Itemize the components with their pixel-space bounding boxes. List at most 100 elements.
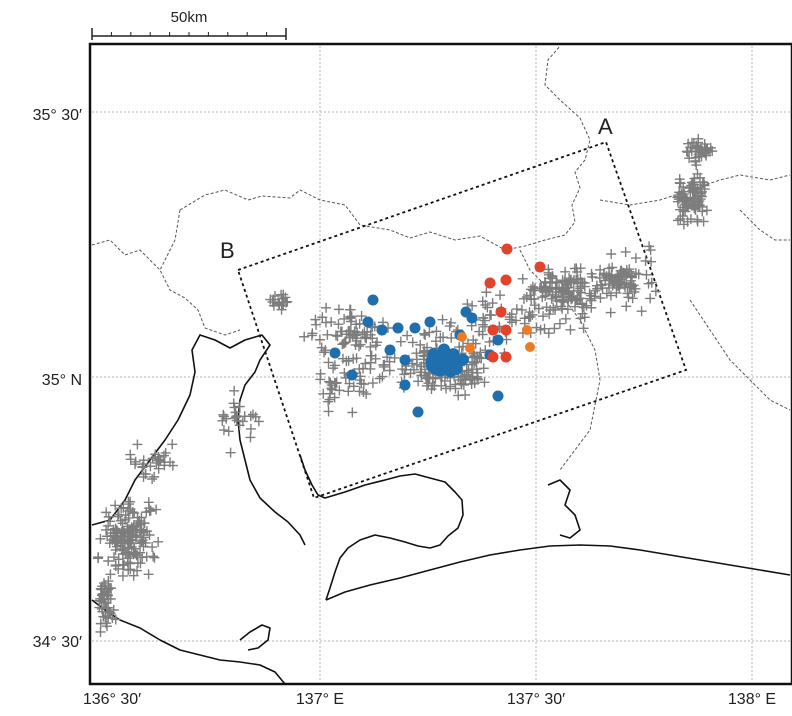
cross-marker xyxy=(696,191,707,202)
cross-marker xyxy=(644,241,655,252)
cross-marker xyxy=(138,527,149,538)
cross-marker xyxy=(621,301,632,312)
cross-marker xyxy=(672,215,683,226)
cross-marker xyxy=(358,363,369,374)
cross-marker xyxy=(270,291,281,302)
cross-marker xyxy=(539,323,550,334)
cross-marker xyxy=(575,273,586,284)
cross-marker xyxy=(248,409,259,420)
cross-marker xyxy=(453,390,464,401)
cross-marker xyxy=(686,198,697,209)
cross-marker xyxy=(123,564,134,575)
cross-marker xyxy=(677,211,688,222)
cross-marker xyxy=(115,540,126,551)
cross-marker xyxy=(533,303,544,314)
cross-marker xyxy=(646,256,657,267)
cross-marker xyxy=(343,355,354,366)
cross-marker xyxy=(319,347,330,358)
cross-marker xyxy=(218,409,229,420)
cross-marker xyxy=(122,505,133,516)
cross-marker xyxy=(344,378,355,389)
cross-marker xyxy=(149,552,160,563)
lon-label-137-30: 137° 30′ xyxy=(507,691,565,708)
cross-marker xyxy=(691,160,702,171)
cross-marker xyxy=(132,565,143,576)
cross-marker xyxy=(337,353,348,364)
cross-marker xyxy=(95,626,106,637)
cross-marker xyxy=(339,337,350,348)
cross-marker xyxy=(330,378,341,389)
cross-marker xyxy=(479,315,490,326)
cross-marker xyxy=(234,401,245,412)
cross-marker xyxy=(155,455,166,466)
cross-marker xyxy=(541,302,552,313)
cross-marker xyxy=(415,339,426,350)
cross-marker xyxy=(167,460,178,471)
map-frame xyxy=(88,42,792,686)
cross-marker xyxy=(484,309,495,320)
cross-marker xyxy=(130,459,141,470)
cross-marker xyxy=(586,302,597,313)
cross-marker xyxy=(606,248,617,259)
cross-marker xyxy=(135,558,146,569)
cross-marker xyxy=(620,246,631,257)
cross-marker xyxy=(367,378,378,389)
cross-marker xyxy=(333,304,344,315)
cross-marker xyxy=(679,189,690,200)
cross-marker xyxy=(105,516,116,527)
cross-marker xyxy=(560,266,571,277)
cross-marker xyxy=(361,388,372,399)
cross-marker xyxy=(564,273,575,284)
cross-marker xyxy=(690,143,701,154)
cross-marker xyxy=(93,552,104,563)
blue-events xyxy=(329,294,504,418)
cross-marker xyxy=(143,497,154,508)
cross-marker xyxy=(601,288,612,299)
cross-marker xyxy=(307,328,318,339)
cross-marker xyxy=(339,313,350,324)
cross-marker xyxy=(323,396,334,407)
event-dot xyxy=(384,344,396,356)
cross-marker xyxy=(699,145,710,156)
cross-marker xyxy=(384,356,395,367)
cross-marker xyxy=(167,439,178,450)
cross-marker xyxy=(159,457,170,468)
event-dot xyxy=(367,294,379,306)
cross-marker xyxy=(557,303,568,314)
cross-marker xyxy=(467,367,478,378)
cross-marker xyxy=(540,277,551,288)
cross-marker xyxy=(315,368,326,379)
event-dot xyxy=(487,351,499,363)
cross-marker xyxy=(115,515,126,526)
cross-marker xyxy=(110,523,121,534)
cross-marker xyxy=(528,285,539,296)
cross-marker xyxy=(621,277,632,288)
cross-marker xyxy=(701,205,712,216)
cross-marker xyxy=(424,327,435,338)
cross-marker xyxy=(684,153,695,164)
cross-marker xyxy=(557,294,568,305)
cross-marker xyxy=(99,580,110,591)
cross-marker xyxy=(395,336,406,347)
cross-marker xyxy=(267,296,278,307)
cross-marker xyxy=(697,206,708,217)
cross-marker xyxy=(101,618,112,629)
event-dot xyxy=(492,334,504,346)
profile-label-a: A xyxy=(598,114,613,139)
cross-marker xyxy=(422,372,433,383)
cross-marker xyxy=(360,358,371,369)
cross-marker xyxy=(419,328,430,339)
cross-marker xyxy=(117,570,128,581)
cross-marker xyxy=(474,326,485,337)
cross-marker xyxy=(437,314,448,325)
cross-marker xyxy=(98,578,109,589)
cross-marker xyxy=(218,425,229,436)
cross-marker xyxy=(674,174,685,185)
event-dot xyxy=(500,274,512,286)
lon-label-136-30: 136° 30′ xyxy=(83,691,141,708)
cross-marker xyxy=(347,407,358,418)
event-dot xyxy=(500,324,512,336)
event-dot xyxy=(495,306,507,318)
cross-marker xyxy=(604,263,615,274)
